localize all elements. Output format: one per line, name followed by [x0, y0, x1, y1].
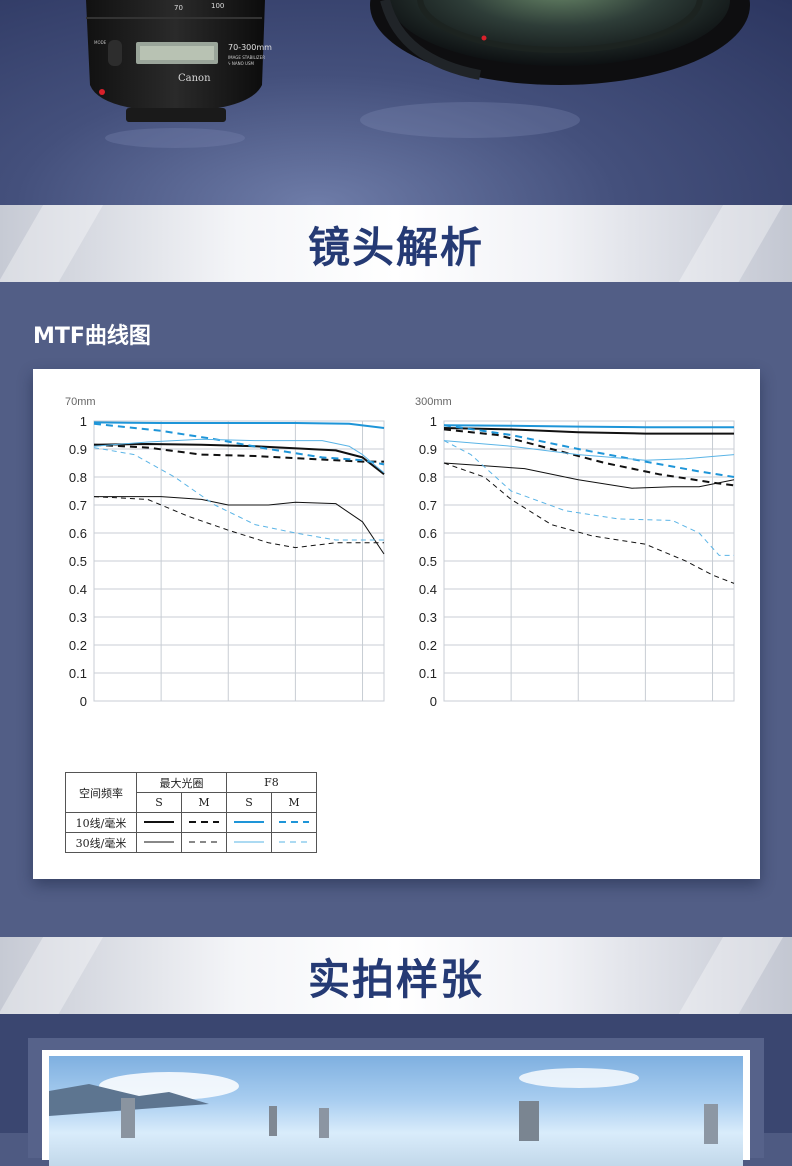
- section-title-analysis: 镜头解析: [307, 223, 484, 272]
- y-tick-label: 0.3: [69, 610, 87, 625]
- sample-photo-border: [42, 1050, 750, 1166]
- sample-gallery: [0, 1014, 792, 1166]
- series-line-s30-f8: [443, 440, 735, 461]
- lens-brand-text: Canon: [178, 73, 211, 84]
- y-tick-label: 0.8: [69, 470, 87, 485]
- y-tick-label: 0.9: [69, 442, 87, 457]
- y-tick-label: 0.3: [419, 610, 437, 625]
- legend-sub-s: S: [136, 792, 182, 813]
- mtf-legend-table: 空间频率 最大光圈 F8 S M S M 10线/毫米 30线/毫米: [65, 772, 317, 853]
- y-tick-label: 0.4: [69, 582, 87, 597]
- y-tick-label: 0.1: [69, 666, 87, 681]
- legend-header-frequency: 空间频率: [65, 772, 137, 813]
- legend-header-max-aperture: 最大光圈: [136, 772, 227, 793]
- y-tick-label: 0.2: [419, 638, 437, 653]
- y-tick-label: 1: [80, 414, 87, 429]
- series-line-s30-f8: [93, 438, 385, 474]
- scale-mark-100: 100: [211, 2, 224, 10]
- hero-banner: Canon 70-300mm IMAGE STABILIZER ϟ NANO U…: [0, 0, 792, 205]
- y-tick-label: 0.5: [69, 554, 87, 569]
- y-tick-label: 0.8: [419, 470, 437, 485]
- series-line-m10-max: [443, 428, 735, 487]
- y-tick-label: 0.4: [419, 582, 437, 597]
- lens-marking-2: ϟ NANO USM: [228, 61, 255, 66]
- mtf-card: 70mm00.10.20.30.40.50.60.70.80.910510152…: [33, 369, 760, 879]
- series-line-m30-f8: [443, 440, 734, 556]
- lens-illustration: Canon 70-300mm IMAGE STABILIZER ϟ NANO U…: [86, 0, 750, 148]
- mtf-chart-300mm: 300mm00.10.20.30.40.50.60.70.80.91051015…: [415, 396, 735, 709]
- series-line-m10-f8: [443, 424, 735, 478]
- legend-header-f8: F8: [226, 772, 317, 793]
- y-tick-label: 0.2: [69, 638, 87, 653]
- y-tick-label: 0: [80, 694, 87, 709]
- mode-label: MODE: [94, 40, 107, 45]
- lens-marking-1: IMAGE STABILIZER: [228, 55, 265, 60]
- y-tick-label: 0.7: [69, 498, 87, 513]
- sample-photo-frame: [28, 1038, 764, 1166]
- series-line-s10-f8: [93, 421, 385, 429]
- scale-mark-70: 70: [174, 4, 183, 12]
- section-band-analysis: 镜头解析: [0, 205, 792, 282]
- legend-row-30: 30线/毫米: [65, 832, 137, 853]
- legend-swatch-m10-max: [181, 812, 227, 833]
- y-tick-label: 0.9: [419, 442, 437, 457]
- series-line-s10-max: [443, 427, 734, 435]
- y-tick-label: 0.6: [69, 526, 87, 541]
- legend-sub-m: M: [271, 792, 317, 813]
- y-tick-label: 0.7: [419, 498, 437, 513]
- legend-swatch-m30-max: [181, 832, 227, 853]
- series-line-m30-f8: [93, 447, 384, 541]
- series-line-s30-max: [443, 462, 735, 489]
- series-line-s30-max: [94, 496, 385, 555]
- y-tick-label: 0.6: [419, 526, 437, 541]
- series-line-s10-f8: [443, 424, 734, 429]
- section-title-samples: 实拍样张: [307, 955, 484, 1004]
- legend-sub-s: S: [226, 792, 272, 813]
- chart-title: 70mm: [65, 396, 96, 408]
- y-tick-label: 0: [430, 694, 437, 709]
- y-tick-label: 1: [430, 414, 437, 429]
- legend-swatch-m30-f8: [271, 832, 317, 853]
- y-tick-label: 0.1: [419, 666, 437, 681]
- series-line-m30-max: [93, 496, 384, 549]
- series-line-s10-max: [93, 443, 385, 475]
- legend-row-10: 10线/毫米: [65, 812, 137, 833]
- lens-model-text: 70-300mm: [228, 43, 272, 52]
- chart-title: 300mm: [415, 396, 452, 408]
- sample-photo: [49, 1056, 743, 1166]
- legend-swatch-s10-max: [136, 812, 182, 833]
- section-band-samples: 实拍样张: [0, 937, 792, 1014]
- mtf-heading: MTF曲线图: [33, 324, 151, 349]
- legend-swatch-s30-f8: [226, 832, 272, 853]
- legend-swatch-s10-f8: [226, 812, 272, 833]
- mtf-section: MTF曲线图 70mm 0 0.1 0.2 0.3 0.4 0.5 0.6 0.7 0.8 0.9 1…: [0, 282, 792, 937]
- legend-swatch-s30-max: [136, 832, 182, 853]
- series-line-m10-max: [93, 443, 384, 463]
- legend-swatch-m10-f8: [271, 812, 317, 833]
- sample-photo-scene: [49, 1068, 718, 1144]
- mtf-chart-70mm: 70mm00.10.20.30.40.50.60.70.80.910510152…: [65, 396, 385, 709]
- series-line-m30-max: [443, 462, 735, 584]
- y-tick-label: 0.5: [419, 554, 437, 569]
- legend-sub-m: M: [181, 792, 227, 813]
